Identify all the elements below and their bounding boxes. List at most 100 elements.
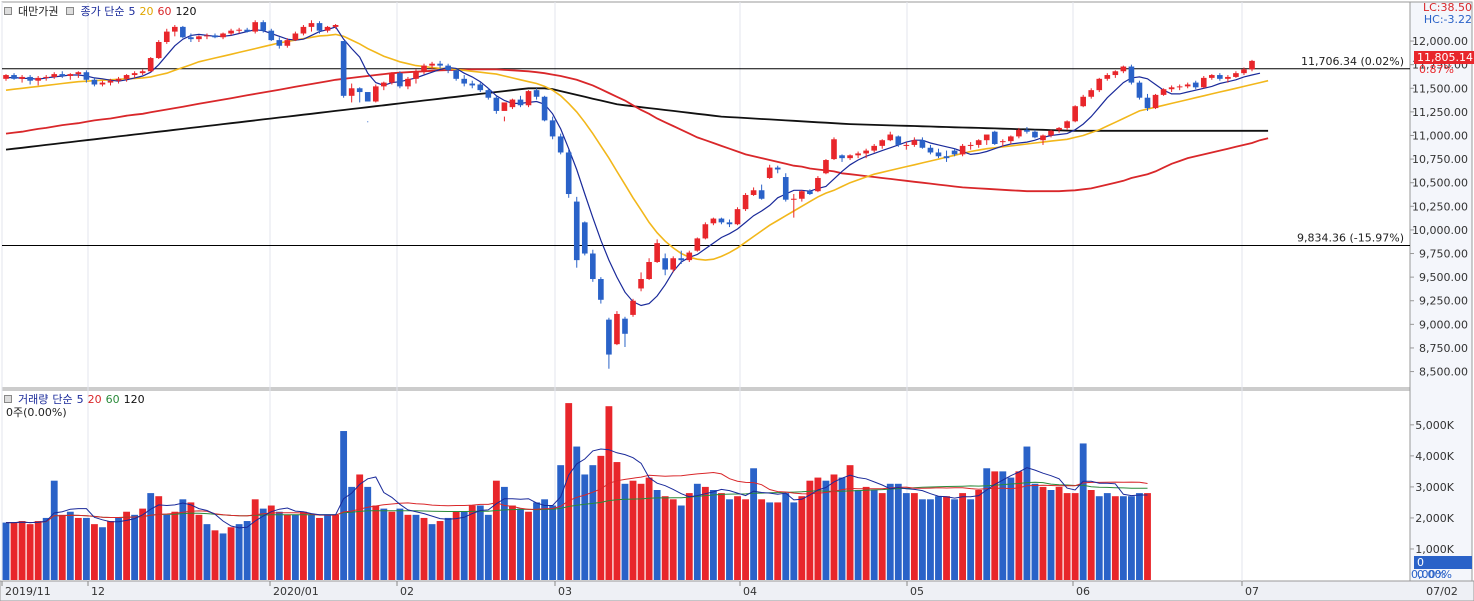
candle-body (959, 145, 966, 155)
candle-body (308, 23, 315, 27)
volume-bar (621, 483, 629, 580)
candle-body (83, 72, 90, 80)
volume-bar (227, 527, 235, 580)
volume-bar (517, 508, 524, 580)
volume-tick-label: 1,000K (1415, 543, 1454, 556)
candle-body (887, 134, 894, 141)
volume-panel-toggle-icon[interactable] (4, 395, 12, 403)
volume-bar (653, 490, 661, 580)
volume-bar (195, 514, 203, 580)
volume-bar (983, 468, 991, 580)
candle-body (1032, 131, 1038, 138)
ref-line-high-label: 11,706.34 (0.02%) (1301, 55, 1404, 68)
vma5-label: 5 (76, 392, 84, 406)
volume-bar (50, 480, 58, 580)
candle-body (1136, 82, 1143, 98)
volume-ma60-line (6, 481, 1148, 524)
price-tick-label: 12,000.00 (1412, 35, 1468, 48)
volume-bar (910, 493, 918, 580)
current-change-label: 0.87% (1419, 63, 1454, 76)
volume-bar (1039, 486, 1047, 580)
ma20-line (5, 33, 1269, 261)
candle-body (11, 75, 17, 79)
volume-bar (1144, 493, 1151, 580)
candle-body (999, 141, 1006, 143)
volume-bar (275, 511, 283, 580)
candle-body (710, 218, 717, 224)
volume-bar (718, 493, 725, 580)
ma-toggle-icon[interactable] (66, 7, 75, 15)
volume-bar (155, 496, 163, 580)
volume-bar (1119, 496, 1127, 580)
volume-bar (693, 483, 701, 580)
volume-bar (918, 499, 926, 580)
candle-body (1192, 82, 1199, 88)
candle-body (565, 152, 572, 195)
volume-name-label: 거래량 (18, 393, 49, 406)
candle-body (204, 35, 210, 37)
candle-body (421, 65, 427, 72)
price-panel-frame (1, 1, 1411, 389)
date-label: 2020/01 (273, 585, 319, 598)
candle-body (244, 29, 250, 32)
volume-bar (549, 505, 557, 580)
volume-bar (58, 514, 66, 580)
ma20-label: 20 (139, 4, 154, 18)
volume-bar (91, 524, 98, 580)
volume-bar (452, 511, 460, 580)
candle-body (823, 160, 829, 174)
price-tick-label: 10,750.00 (1412, 153, 1468, 166)
candle-body (196, 36, 202, 40)
candle-body (348, 88, 355, 96)
candle-body (839, 155, 845, 159)
volume-bar (814, 477, 822, 580)
volume-bar (251, 499, 259, 580)
volume-bar (902, 493, 910, 580)
volume-bar (806, 480, 814, 580)
candle-body (445, 65, 451, 71)
ma60-label: 60 (157, 4, 172, 18)
volume-bar (396, 508, 404, 580)
volume-bar (1103, 493, 1111, 580)
candle-body (855, 153, 861, 156)
candle-body (782, 177, 789, 200)
volume-bar (163, 514, 171, 580)
volume-bar (139, 508, 147, 580)
candle-body (300, 26, 307, 34)
candle-body (469, 83, 476, 86)
volume-bar (975, 490, 983, 580)
price-panel-toggle-icon[interactable] (4, 7, 12, 15)
candle-body (903, 144, 910, 146)
volume-bar (581, 474, 589, 580)
volume-bar (131, 514, 139, 580)
candle-body (91, 79, 98, 85)
candle-body (549, 120, 556, 137)
volume-tick-label: 3,000K (1415, 481, 1454, 494)
volume-bar (967, 499, 975, 580)
volume-bar (1128, 496, 1135, 580)
volume-bar (645, 477, 653, 580)
candle-body (356, 88, 363, 93)
candle-body (790, 198, 797, 200)
candle-body (1056, 127, 1062, 130)
date-label: 07 (1245, 585, 1259, 598)
candle-body (155, 41, 162, 59)
price-tick-label: 11,250.00 (1412, 106, 1468, 119)
candle-body (1024, 129, 1030, 132)
volume-bar (533, 502, 540, 580)
volume-bar (332, 514, 340, 580)
candle-body (935, 152, 942, 157)
candle-body (171, 26, 178, 32)
candle-body (686, 252, 693, 261)
candle-body (622, 318, 628, 334)
candle-body (477, 84, 484, 91)
volume-bar (685, 493, 693, 580)
volume-bar (267, 505, 275, 580)
volume-bar (886, 483, 894, 580)
volume-bar (324, 514, 331, 580)
volume-bar (951, 499, 958, 580)
right-axis-area (1409, 1, 1473, 582)
volume-bar (790, 502, 798, 580)
candle-body (590, 253, 596, 280)
